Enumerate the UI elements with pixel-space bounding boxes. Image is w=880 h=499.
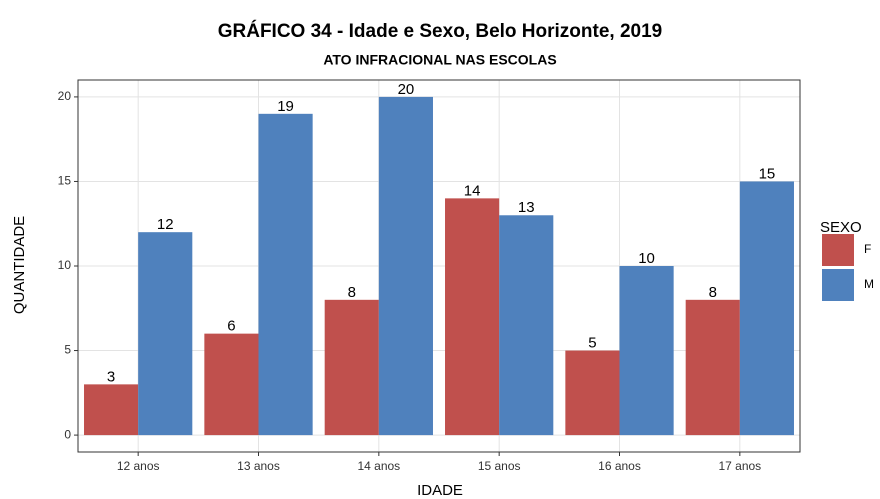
- value-label: 10: [638, 250, 655, 267]
- value-label: 8: [709, 284, 717, 301]
- legend-label: M: [864, 277, 874, 291]
- value-label: 12: [157, 216, 174, 233]
- value-label: 15: [759, 165, 776, 182]
- bar: [685, 299, 740, 436]
- bar: [445, 198, 500, 436]
- bar: [378, 96, 433, 436]
- y-tick-label: 15: [58, 174, 72, 188]
- x-axis-label: IDADE: [417, 482, 463, 499]
- bar: [619, 266, 674, 436]
- bar: [565, 350, 620, 436]
- x-tick-label: 12 anos: [117, 459, 160, 473]
- value-label: 14: [464, 182, 481, 199]
- bar: [258, 113, 313, 436]
- x-tick-label: 16 anos: [598, 459, 641, 473]
- y-tick-label: 0: [64, 427, 71, 441]
- value-label: 8: [348, 284, 356, 301]
- panel-border: [77, 79, 801, 453]
- legend-key: [822, 234, 854, 266]
- y-tick-label: 10: [58, 258, 72, 272]
- x-tick-label: 13 anos: [237, 459, 280, 473]
- value-label: 19: [277, 98, 294, 115]
- legend-label: F: [864, 242, 871, 256]
- x-tick-label: 14 anos: [357, 459, 400, 473]
- x-tick-label: 15 anos: [478, 459, 521, 473]
- bar: [499, 215, 554, 436]
- y-tick-label: 20: [58, 89, 72, 103]
- bar: [204, 333, 259, 436]
- value-label: 13: [518, 199, 535, 216]
- bar: [84, 384, 139, 436]
- y-axis-label: QUANTIDADE: [11, 216, 28, 314]
- legend-title: SEXO: [820, 219, 862, 236]
- bar: [739, 181, 794, 436]
- legend-key: [822, 269, 854, 301]
- x-tick-label: 17 anos: [718, 459, 761, 473]
- chart-title: GRÁFICO 34 - Idade e Sexo, Belo Horizont…: [218, 20, 663, 42]
- y-tick-label: 5: [64, 343, 71, 357]
- value-label: 3: [107, 368, 115, 385]
- bar: [138, 232, 193, 436]
- value-label: 5: [588, 335, 596, 352]
- chart-subtitle: ATO INFRACIONAL NAS ESCOLAS: [323, 52, 556, 68]
- bar: [324, 299, 379, 436]
- value-label: 20: [398, 81, 415, 98]
- value-label: 6: [227, 318, 235, 335]
